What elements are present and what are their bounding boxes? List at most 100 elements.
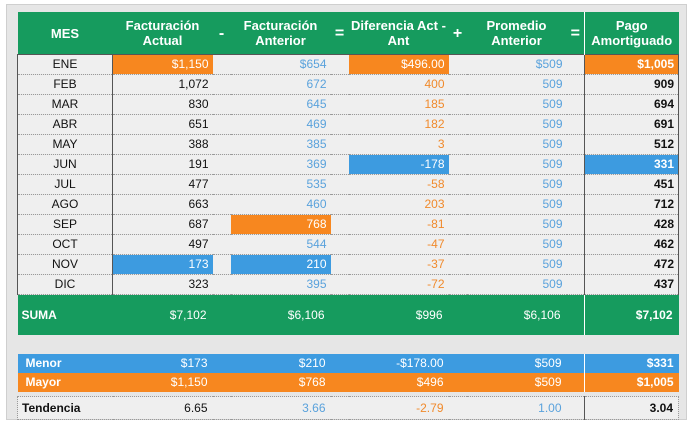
anterior-cell: $654 — [230, 54, 331, 75]
menor-diferencia: -$178.00 — [348, 354, 449, 373]
tendencia-anterior: 3.66 — [230, 396, 331, 420]
pago-cell: 712 — [584, 194, 679, 215]
actual-cell: 651 — [112, 114, 213, 135]
month-cell: ENE — [17, 54, 113, 75]
pago-cell: 472 — [584, 254, 679, 275]
promedio-cell: 509 — [466, 94, 567, 115]
pago-cell: $1,005 — [584, 54, 679, 75]
diferencia-cell: $496.00 — [348, 54, 449, 75]
anterior-cell: 210 — [230, 254, 331, 275]
month-cell: SEP — [17, 214, 113, 235]
month-cell: NOV — [17, 254, 113, 275]
month-cell: MAY — [17, 134, 113, 155]
pago-cell: 331 — [584, 154, 679, 175]
tendencia-actual: 6.65 — [112, 396, 213, 420]
table-row: MAY 388 385 3 509 512 — [17, 134, 679, 155]
anterior-cell: 535 — [230, 174, 331, 195]
promedio-cell: 509 — [466, 154, 567, 175]
anterior-cell: 460 — [230, 194, 331, 215]
promedio-cell: 509 — [466, 194, 567, 215]
mayor-label: Mayor — [17, 373, 113, 392]
pago-cell: 437 — [584, 274, 679, 295]
pago-cell: 512 — [584, 134, 679, 155]
month-cell: ABR — [17, 114, 113, 135]
header-promedio: Promedio Anterior — [466, 12, 567, 55]
menor-pago: $331 — [584, 354, 679, 373]
month-cell: FEB — [17, 74, 113, 95]
suma-promedio: $6,106 — [466, 294, 567, 335]
menor-promedio: $509 — [466, 354, 567, 373]
anterior-cell: 768 — [230, 214, 331, 235]
month-cell: MAR — [17, 94, 113, 115]
tendencia-row: Tendencia 6.65 3.66 -2.79 1.00 3.04 — [17, 396, 679, 420]
pago-cell: 451 — [584, 174, 679, 195]
header-diferencia: Diferencia Act - Ant — [348, 12, 449, 55]
promedio-cell: 509 — [466, 254, 567, 275]
anterior-cell: 672 — [230, 74, 331, 95]
promedio-cell: 509 — [466, 274, 567, 295]
actual-cell: 1,072 — [112, 74, 213, 95]
table-row: MAR 830 645 185 509 694 — [17, 94, 679, 115]
promedio-cell: 509 — [466, 234, 567, 255]
actual-cell: 388 — [112, 134, 213, 155]
promedio-cell: 509 — [466, 134, 567, 155]
header-pago: Pago Amortiguado — [584, 12, 679, 55]
anterior-cell: 369 — [230, 154, 331, 175]
tendencia-pago: 3.04 — [584, 396, 679, 420]
table-row: SEP 687 768 -81 509 428 — [17, 214, 679, 235]
anterior-cell: 385 — [230, 134, 331, 155]
suma-diferencia: $996 — [348, 294, 449, 335]
plus-operator: + — [448, 12, 467, 55]
table-row: JUL 477 535 -58 509 451 — [17, 174, 679, 195]
menor-row: Menor $173 $210 -$178.00 $509 $331 — [17, 354, 679, 373]
pago-cell: 428 — [584, 214, 679, 235]
month-cell: JUN — [17, 154, 113, 175]
pago-cell: 691 — [584, 114, 679, 135]
equals-operator: = — [330, 12, 349, 55]
pago-cell: 694 — [584, 94, 679, 115]
month-cell: DIC — [17, 274, 113, 295]
actual-cell: 173 — [112, 254, 213, 275]
promedio-cell: 509 — [466, 74, 567, 95]
table-row: JUN 191 369 -178 509 331 — [17, 154, 679, 175]
diferencia-cell: -37 — [348, 254, 449, 275]
diferencia-cell: -178 — [348, 154, 449, 175]
diferencia-cell: -58 — [348, 174, 449, 195]
actual-cell: 663 — [112, 194, 213, 215]
suma-anterior: $6,106 — [230, 294, 331, 335]
table-row: DIC 323 395 -72 509 437 — [17, 274, 679, 295]
suma-pago: $7,102 — [584, 294, 679, 335]
actual-cell: 191 — [112, 154, 213, 175]
actual-cell: 830 — [112, 94, 213, 115]
table-row: FEB 1,072 672 400 509 909 — [17, 74, 679, 95]
promedio-cell: $509 — [466, 54, 567, 75]
diferencia-cell: 185 — [348, 94, 449, 115]
anterior-cell: 544 — [230, 234, 331, 255]
diferencia-cell: -47 — [348, 234, 449, 255]
suma-row: SUMA $7,102 $6,106 $996 $6,106 $7,102 — [17, 294, 679, 335]
table-row: ENE $1,150 $654 $496.00 $509 $1,005 — [17, 54, 679, 75]
suma-actual: $7,102 — [112, 294, 213, 335]
header-anterior: Facturación Anterior — [230, 12, 331, 55]
header-mes: MES — [17, 12, 113, 55]
pago-cell: 909 — [584, 74, 679, 95]
mayor-row: Mayor $1,150 $768 $496 $509 $1,005 — [17, 373, 679, 392]
month-cell: OCT — [17, 234, 113, 255]
table-row: NOV 173 210 -37 509 472 — [17, 254, 679, 275]
table-row: ABR 651 469 182 509 691 — [17, 114, 679, 135]
promedio-cell: 509 — [466, 114, 567, 135]
tendencia-label: Tendencia — [17, 396, 113, 420]
billing-table: MES Facturación Actual - Facturación Ant… — [17, 12, 679, 420]
actual-cell: $1,150 — [112, 54, 213, 75]
mayor-pago: $1,005 — [584, 373, 679, 392]
anterior-cell: 469 — [230, 114, 331, 135]
table-row: AGO 663 460 203 509 712 — [17, 194, 679, 215]
table-row: OCT 497 544 -47 509 462 — [17, 234, 679, 255]
tendencia-diferencia: -2.79 — [348, 396, 449, 420]
promedio-cell: 509 — [466, 214, 567, 235]
diferencia-cell: 182 — [348, 114, 449, 135]
menor-actual: $173 — [112, 354, 213, 373]
pago-cell: 462 — [584, 234, 679, 255]
month-cell: AGO — [17, 194, 113, 215]
mayor-promedio: $509 — [466, 373, 567, 392]
